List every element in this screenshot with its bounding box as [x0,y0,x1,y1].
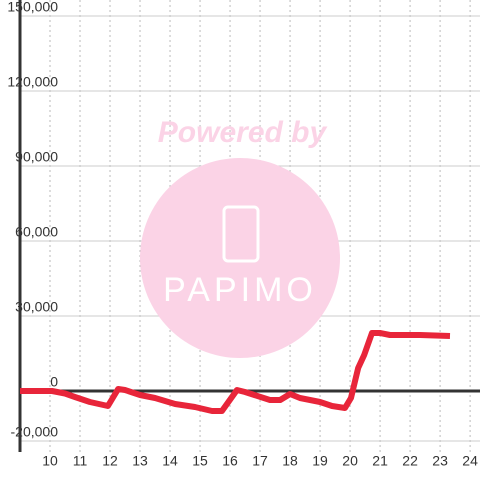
y-tick-label: -20,000 [11,424,59,440]
x-tick-label: 20 [342,453,358,469]
y-tick-label: 0 [50,374,58,390]
y-tick-label: 90,000 [15,149,58,165]
x-tick-label: 22 [402,453,418,469]
x-tick-label: 23 [432,453,448,469]
watermark-logo: PAPIMO [163,271,317,309]
x-tick-label: 17 [252,453,268,469]
watermark: Powered by PAPIMO [140,116,340,358]
phone-icon [222,205,260,263]
watermark-circle [140,158,340,358]
y-tick-label: 60,000 [15,224,58,240]
data-line [20,330,451,414]
x-tick-label: 16 [222,453,238,469]
x-tick-label: 13 [132,453,148,469]
y-tick-label: 30,000 [15,299,58,315]
x-tick-label: 18 [282,453,298,469]
x-tick-label: 15 [192,453,208,469]
x-tick-label: 21 [372,453,388,469]
x-tick-label: 12 [102,453,118,469]
x-tick-label: 14 [162,453,178,469]
x-tick-label: 19 [312,453,328,469]
y-tick-label: 150,000 [7,0,58,15]
x-tick-label: 10 [42,453,58,469]
x-tick-label: 24 [462,453,478,469]
x-tick-label: 11 [73,453,88,469]
y-tick-label: 120,000 [7,74,58,90]
watermark-text: Powered by [158,116,328,149]
